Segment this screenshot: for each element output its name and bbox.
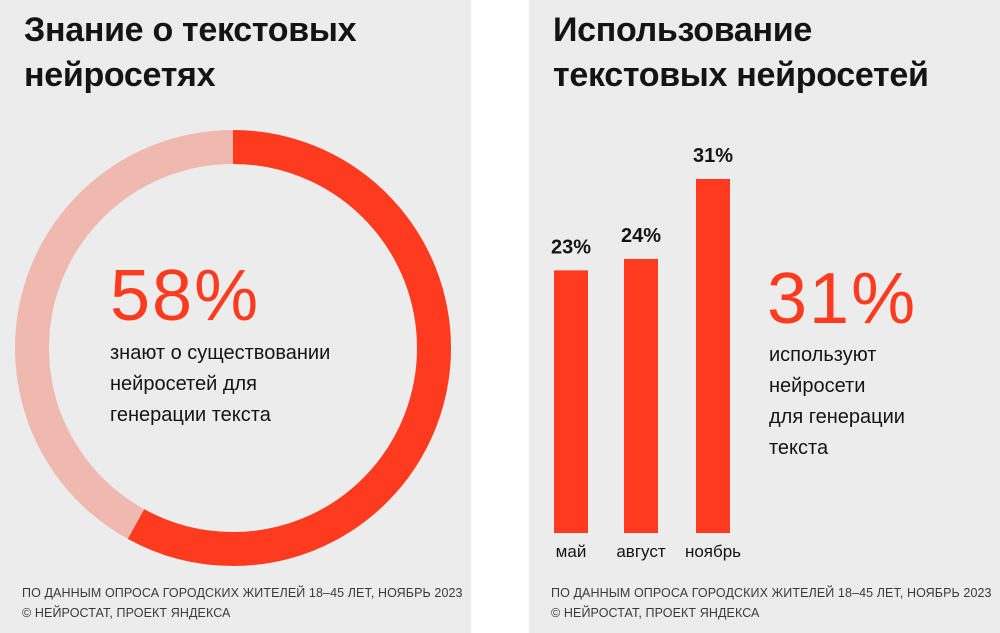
awareness-description: знают о существовании нейросетей для ген… [110, 342, 331, 426]
donut-chart [15, 130, 451, 566]
awareness-panel: Знание о текстовых нейросетях 58% знают … [0, 0, 471, 633]
usage-panel: Использование текстовых нейросетей 23% ма… [529, 0, 1000, 633]
usage-big-value: 31% [767, 259, 918, 339]
bar-chart: 23% май 24% август 31% ноябрь [551, 145, 741, 561]
bar-value-label-3: 31% [693, 145, 733, 167]
bar-category-label-3: ноябрь [685, 542, 741, 561]
bar-3 [696, 179, 730, 533]
awareness-footer: ПО ДАННЫМ ОПРОСА ГОРОДСКИХ ЖИТЕЛЕЙ 18–45… [22, 586, 463, 620]
awareness-title: Знание о текстовых нейросетях [24, 11, 357, 94]
bar-category-label-1: май [556, 542, 587, 561]
bar-value-label-1: 23% [551, 236, 591, 258]
bar-2 [624, 258, 658, 533]
awareness-big-value: 58% [110, 256, 261, 336]
donut-slice-2 [15, 130, 451, 566]
bar-category-label-2: август [616, 542, 665, 561]
usage-description: используют нейросети для генерации текст… [769, 344, 905, 459]
bar-value-label-2: 24% [621, 225, 661, 247]
usage-footer: ПО ДАННЫМ ОПРОСА ГОРОДСКИХ ЖИТЕЛЕЙ 18–45… [551, 586, 992, 620]
usage-title: Использование текстовых нейросетей [553, 11, 929, 94]
bar-1 [554, 270, 588, 533]
